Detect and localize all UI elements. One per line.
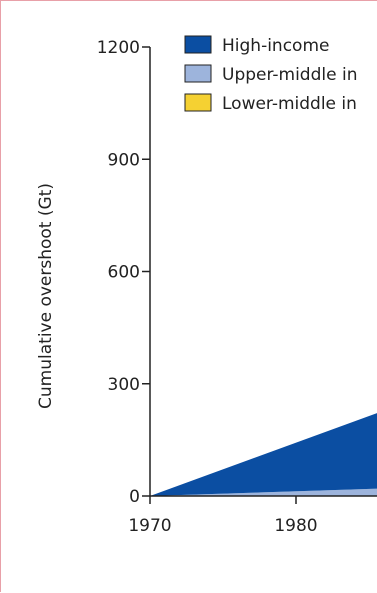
legend-swatch <box>184 35 212 54</box>
y-tick-label: 600 <box>108 263 140 283</box>
legend-swatch <box>184 64 212 83</box>
x-ticks-group: 1970 1980 <box>128 496 318 536</box>
legend: High-income Upper-middle in Lower-middle i… <box>184 35 357 114</box>
area-upper-middle-income <box>150 488 377 496</box>
legend-label: Upper-middle in <box>222 65 357 85</box>
y-tick-label: 0 <box>129 487 140 507</box>
area-series-group <box>150 413 377 496</box>
y-ticks-group: 0 300 600 900 1200 <box>97 38 150 507</box>
y-tick-label: 1200 <box>97 38 140 58</box>
area-high-income <box>150 413 377 496</box>
x-tick-label: 1980 <box>274 516 317 536</box>
x-tick-label: 1970 <box>128 516 171 536</box>
legend-label: High-income <box>222 36 329 56</box>
legend-label: Lower-middle in <box>222 94 357 114</box>
legend-swatch <box>184 93 212 112</box>
y-tick-label: 300 <box>108 375 140 395</box>
y-axis-title: Cumulative overshoot (Gt) <box>36 183 56 409</box>
y-tick-label: 900 <box>108 150 140 170</box>
